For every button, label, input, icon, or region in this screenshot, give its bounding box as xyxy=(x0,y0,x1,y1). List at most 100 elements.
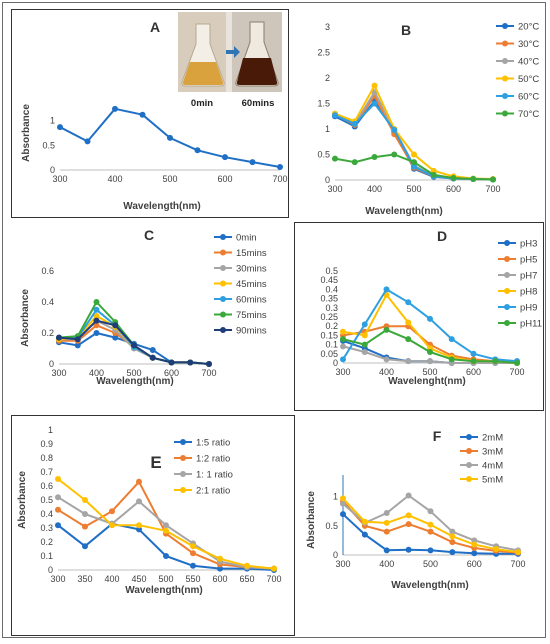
data-point xyxy=(351,120,358,127)
panel-letter: E xyxy=(150,453,161,472)
legend-label: pH7 xyxy=(520,271,537,282)
x-tick-label: 600 xyxy=(467,559,482,569)
legend-marker xyxy=(504,288,510,294)
data-point xyxy=(371,100,378,107)
data-point xyxy=(57,124,63,131)
x-tick-label: 600 xyxy=(212,574,227,584)
y-tick-label: 0.5 xyxy=(317,150,330,160)
y-tick-label: 0.15 xyxy=(320,330,338,340)
flask-photo-inset xyxy=(178,12,282,92)
x-axis-label: Wavelength(nm) xyxy=(365,206,442,217)
y-tick-label: 0.6 xyxy=(40,481,53,491)
data-point xyxy=(84,138,91,145)
x-tick-label: 600 xyxy=(446,184,461,194)
data-point xyxy=(383,519,390,526)
legend-label: 30°C xyxy=(518,39,539,50)
data-point xyxy=(340,328,346,335)
y-tick-label: 1 xyxy=(48,425,53,435)
legend-marker xyxy=(502,75,508,82)
x-tick-label: 400 xyxy=(367,184,382,194)
panel-e: 300 350 400 450 500 550 600 650 700 0 0.1 0.2 0.3 0.4… xyxy=(11,415,295,636)
x-tick-label: 500 xyxy=(158,574,173,584)
data-point xyxy=(361,332,368,339)
data-point xyxy=(136,526,142,533)
chart-c: 300 400 500 600 700 0 0.2 0.4 0.6 Wavelength(nm) A… xyxy=(20,227,267,387)
data-point xyxy=(427,528,434,535)
legend-marker xyxy=(220,311,226,318)
legend-marker xyxy=(502,23,508,29)
data-point xyxy=(471,541,478,548)
data-point xyxy=(470,358,477,365)
data-point xyxy=(361,518,368,525)
data-point xyxy=(112,322,119,329)
data-point xyxy=(168,359,175,366)
x-tick-label: 500 xyxy=(126,368,141,378)
y-tick-label: 0.45 xyxy=(320,275,338,285)
y-axis-label: Absorbance xyxy=(306,491,317,549)
legend-label: 2:1 ratio xyxy=(196,486,230,497)
legend-label: 0min xyxy=(236,233,257,244)
legend-label: 50°C xyxy=(518,74,539,85)
series-line xyxy=(58,314,210,365)
chart-d: 300 400 500 600 700 00.050.10.150.20.250.30.3… xyxy=(320,228,542,387)
panel-letter: A xyxy=(150,19,160,35)
y-tick-label: 0.05 xyxy=(320,349,338,359)
y-tick-label: 0.2 xyxy=(40,537,53,547)
legend-marker xyxy=(502,40,508,47)
data-point xyxy=(93,299,100,305)
legend-marker xyxy=(220,265,226,271)
data-point xyxy=(222,154,228,161)
data-point xyxy=(391,151,398,158)
legend-marker xyxy=(466,448,472,454)
legend-label: 45mins xyxy=(236,279,267,290)
data-point xyxy=(332,155,338,162)
x-tick-label: 700 xyxy=(272,174,287,184)
data-point xyxy=(340,511,346,518)
y-tick-label: 0.1 xyxy=(325,340,338,350)
panel-b: 300 400 500 600 700 0 0.5 1 1.5 2 2.5 3 Wavelength(n… xyxy=(294,9,544,218)
panel-f: 300 400 500 600 700 0 0.5 1 Wavelength(nm) Absorb… xyxy=(300,415,544,636)
y-tick-label: 0.3 xyxy=(40,523,53,533)
data-point xyxy=(340,356,346,363)
legend-marker xyxy=(504,272,510,278)
data-point xyxy=(136,522,142,529)
y-tick-label: 0 xyxy=(50,165,55,175)
x-tick-label: 400 xyxy=(107,174,122,184)
y-tick-label: 0.4 xyxy=(40,509,53,519)
y-tick-label: 0 xyxy=(48,565,53,575)
x-tick-label: 300 xyxy=(52,174,67,184)
x-tick-label: 650 xyxy=(239,574,254,584)
legend-marker xyxy=(466,476,472,482)
x-tick-label: 400 xyxy=(379,559,394,569)
data-point xyxy=(361,341,368,348)
data-point xyxy=(490,176,496,183)
x-tick-label: 300 xyxy=(335,367,350,377)
data-point xyxy=(340,500,346,507)
data-point xyxy=(448,356,455,363)
data-point xyxy=(405,492,412,499)
data-point xyxy=(190,543,196,550)
legend-marker xyxy=(180,487,186,493)
y-tick-label: 2 xyxy=(325,73,330,83)
legend-marker xyxy=(502,58,508,64)
data-point xyxy=(493,546,500,553)
data-point xyxy=(55,522,61,529)
data-point xyxy=(93,330,100,336)
legend-marker xyxy=(504,240,510,246)
data-point xyxy=(405,299,412,306)
data-point xyxy=(351,159,358,166)
data-point xyxy=(450,174,457,181)
legend-marker xyxy=(504,256,510,262)
chart-a: 300 400 500 600 700 0 0.5 1 Wavelength(nm) Absorb… xyxy=(21,12,288,212)
data-point xyxy=(383,356,390,363)
y-tick-label: 1 xyxy=(325,124,330,134)
data-point xyxy=(332,112,338,119)
y-tick-label: 1 xyxy=(50,116,55,126)
x-tick-label: 700 xyxy=(201,368,216,378)
x-tick-label: 450 xyxy=(131,574,146,584)
data-point xyxy=(340,336,346,343)
data-point xyxy=(449,533,456,540)
legend-label: pH11 xyxy=(520,319,542,330)
data-point xyxy=(136,498,142,505)
data-point xyxy=(515,549,521,556)
